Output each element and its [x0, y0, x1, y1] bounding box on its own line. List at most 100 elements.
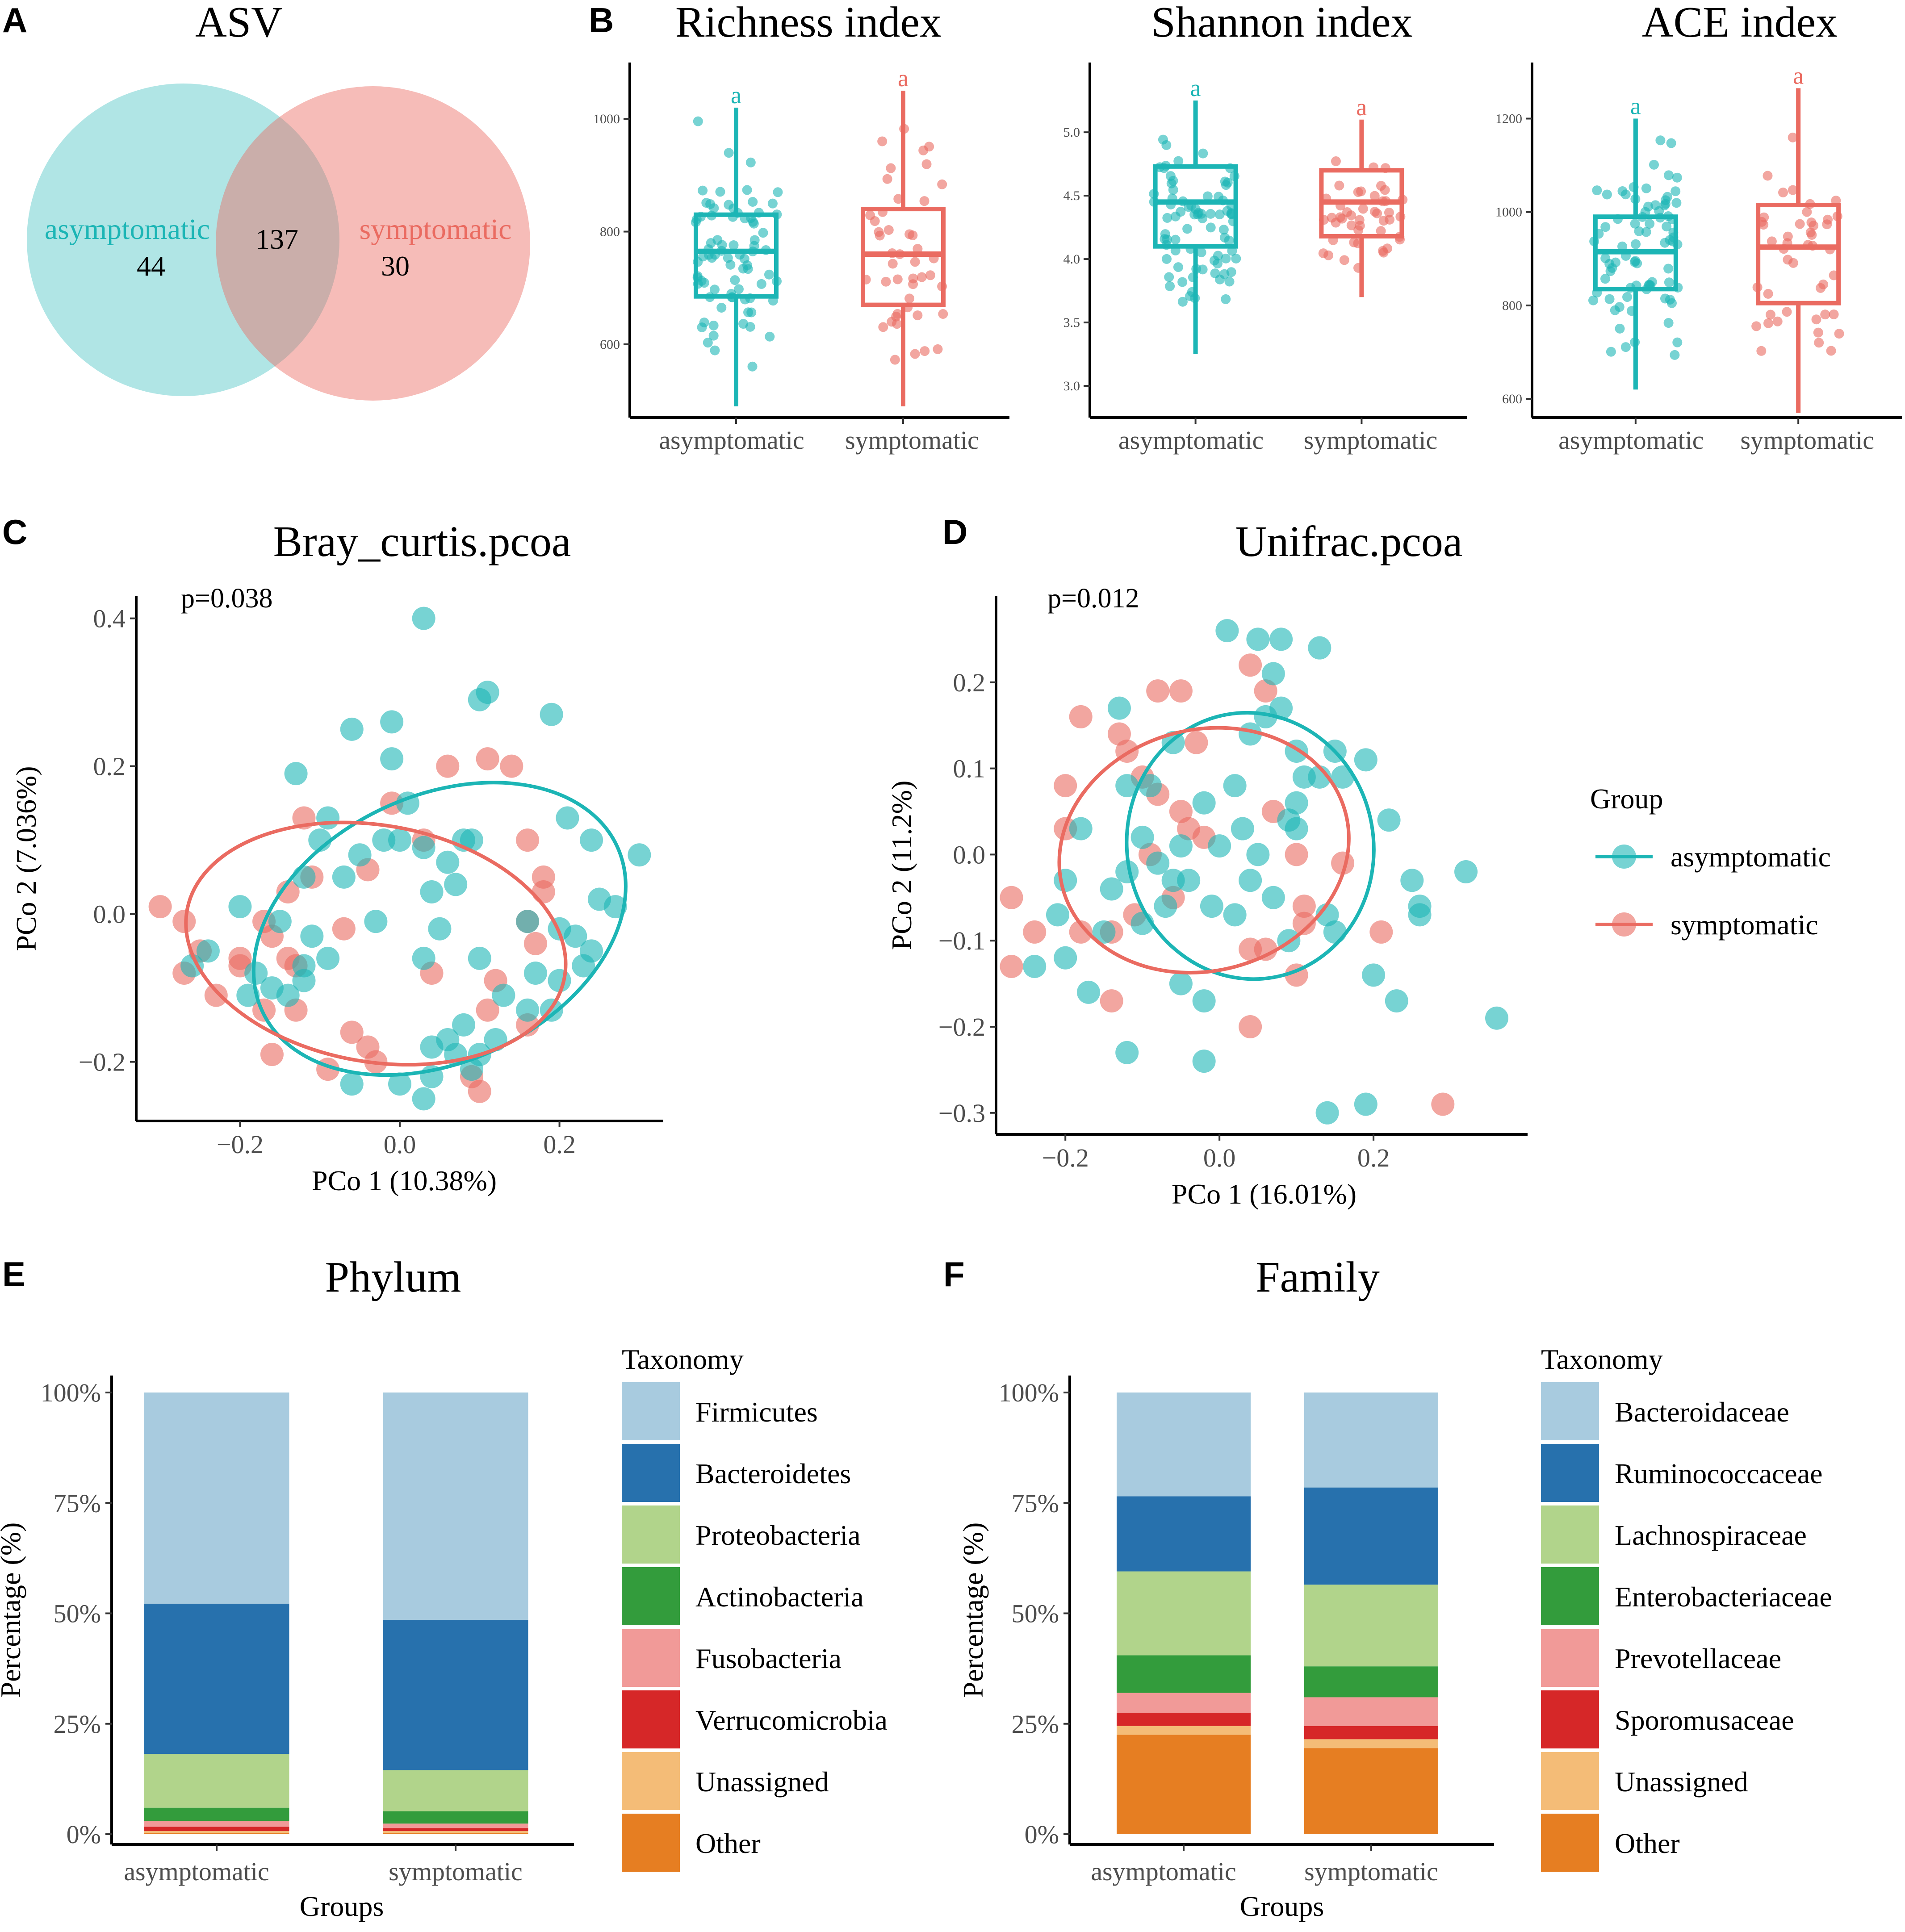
- point-asymptomatic: [268, 910, 292, 933]
- jitter-point: [764, 269, 774, 280]
- point-asymptomatic: [1354, 1092, 1377, 1116]
- point-symptomatic: [1239, 1015, 1262, 1038]
- y-tick-label: 5.0: [1063, 125, 1080, 140]
- legend-label: Enterobacteriaceae: [1615, 1581, 1832, 1613]
- point-symptomatic: [1000, 886, 1023, 909]
- point-symptomatic: [260, 1043, 284, 1066]
- x-tick-label: asymptomatic: [124, 1857, 269, 1886]
- point-asymptomatic: [1169, 972, 1193, 995]
- jitter-point: [1212, 259, 1223, 269]
- jitter-point: [1671, 186, 1681, 197]
- point-asymptomatic: [1169, 834, 1193, 858]
- jitter-point: [1161, 254, 1172, 264]
- jitter-point: [1788, 132, 1798, 142]
- jitter-point: [742, 185, 752, 195]
- jitter-point: [1370, 207, 1380, 217]
- point-symptomatic: [1023, 920, 1047, 944]
- bar-segment-prevotellaceae: [1117, 1693, 1251, 1713]
- point-symptomatic: [476, 747, 499, 771]
- point-symptomatic: [1185, 731, 1208, 754]
- jitter-point: [888, 259, 898, 269]
- jitter-point: [892, 319, 902, 329]
- point-symptomatic: [523, 932, 547, 955]
- point-asymptomatic: [300, 924, 324, 948]
- x-axis-title: Groups: [1240, 1890, 1324, 1922]
- jitter-point: [937, 179, 947, 189]
- jitter-point: [1660, 238, 1670, 248]
- legend-label: Sporomusaceae: [1615, 1704, 1794, 1736]
- point-asymptomatic: [1154, 895, 1177, 918]
- point-symptomatic: [532, 880, 555, 903]
- point-asymptomatic: [364, 910, 388, 933]
- jitter-point: [1617, 241, 1628, 251]
- y-tick-label: 800: [600, 225, 620, 239]
- y-tick-label: 100%: [41, 1378, 101, 1407]
- jitter-point: [874, 227, 884, 237]
- point-asymptomatic: [564, 924, 587, 948]
- jitter-point: [883, 225, 894, 235]
- jitter-point: [730, 275, 740, 285]
- jitter-point: [1759, 212, 1769, 222]
- jitter-point: [698, 185, 708, 196]
- jitter-point: [1663, 318, 1674, 328]
- bar-segment-firmicutes: [383, 1393, 528, 1620]
- jitter-point: [1660, 199, 1671, 209]
- point-asymptomatic: [292, 969, 316, 992]
- x-tick-label: asymptomatic: [1091, 1857, 1236, 1886]
- jitter-point: [1177, 297, 1188, 307]
- bar-segment-ruminococcaceae: [1304, 1487, 1438, 1585]
- jitter-point: [703, 338, 713, 348]
- jitter-point: [904, 229, 915, 239]
- jitter-point: [1788, 258, 1798, 268]
- jitter-point: [747, 361, 758, 372]
- jitter-point: [1221, 253, 1231, 263]
- point-symptomatic: [1000, 955, 1023, 979]
- significance-letter: a: [1356, 94, 1367, 121]
- y-tick-label: 25%: [1012, 1710, 1059, 1739]
- bar-segment-sporomusaceae: [1304, 1726, 1438, 1740]
- point-asymptomatic: [628, 843, 651, 867]
- jitter-point: [1634, 226, 1644, 236]
- jitter-point: [729, 240, 739, 251]
- y-tick-label: 0.4: [93, 604, 126, 633]
- jitter-point: [1214, 192, 1224, 202]
- point-asymptomatic: [228, 895, 252, 919]
- point-asymptomatic: [1076, 980, 1100, 1004]
- jitter-point: [765, 331, 775, 342]
- point-asymptomatic: [1215, 619, 1239, 643]
- y-tick-label: 600: [600, 337, 620, 352]
- y-tick-label: 0.0: [953, 840, 986, 869]
- jitter-point: [1811, 314, 1821, 325]
- jitter-point: [1610, 305, 1620, 315]
- jitter-point: [767, 198, 778, 209]
- bar-segment-verrucomicrobia: [383, 1828, 528, 1832]
- point-asymptomatic: [420, 1035, 444, 1059]
- point-asymptomatic: [428, 917, 452, 941]
- point-asymptomatic: [1146, 851, 1170, 875]
- legend-label: Other: [1615, 1827, 1680, 1859]
- x-tick-label: 0.0: [1203, 1143, 1236, 1172]
- venn-circle-asymptomatic: [27, 84, 339, 396]
- point-asymptomatic: [316, 806, 340, 830]
- y-tick-label: 1000: [1495, 205, 1522, 220]
- panel-d-pcoa: D Unifrac.pcoa p=0.012 −0.2 0.0 0.2 −0.3 −0.2 −…: [886, 512, 1528, 1210]
- panel-letter-f: F: [943, 1255, 965, 1294]
- jitter-point: [1231, 254, 1241, 264]
- jitter-point: [1334, 180, 1344, 191]
- jitter-point: [1224, 276, 1235, 287]
- point-asymptomatic: [1192, 989, 1216, 1013]
- pcoa-legend-title: Group: [1590, 783, 1663, 815]
- jitter-point: [1663, 170, 1674, 180]
- alpha-title: Richness index: [675, 0, 942, 46]
- panel-a-venn: A ASV asymptomatic 44 137 symptomatic 30: [2, 0, 530, 401]
- point-asymptomatic: [1408, 903, 1432, 927]
- jitter-point: [1662, 222, 1672, 232]
- legend-swatch: [1541, 1629, 1599, 1687]
- jitter-point: [920, 346, 930, 356]
- jitter-point: [701, 198, 712, 208]
- y-tick-label: 600: [1502, 392, 1522, 406]
- jitter-point: [724, 148, 734, 158]
- jitter-point: [723, 253, 733, 263]
- stacked-chart-family: Family 0% 25% 50% 75% 100% asymptomatic symptom…: [957, 1253, 1832, 1922]
